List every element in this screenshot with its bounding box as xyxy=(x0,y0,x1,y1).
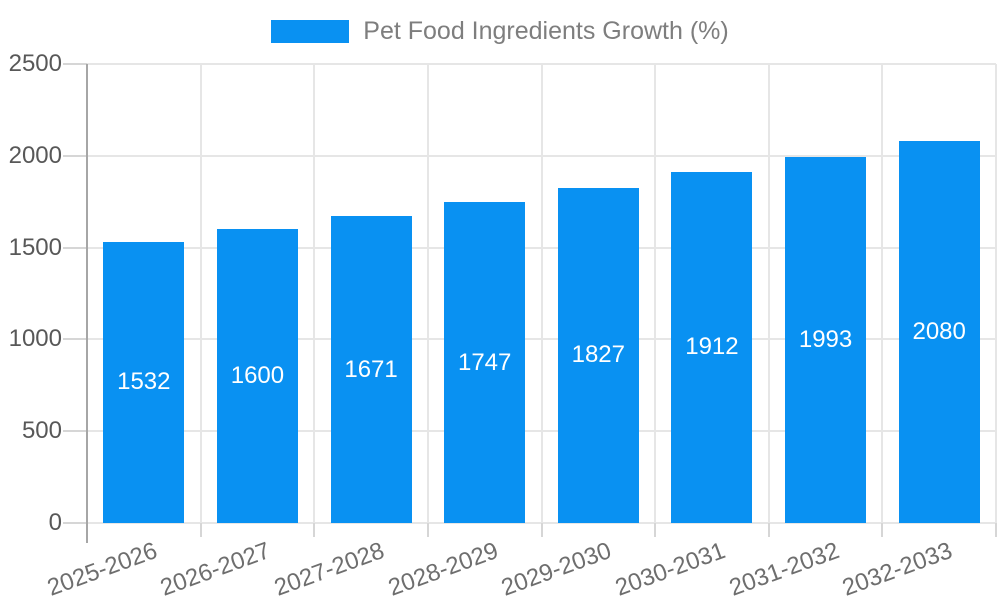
v-gridline xyxy=(767,64,770,523)
y-axis-label: 1000 xyxy=(8,325,62,353)
x-tick xyxy=(995,523,997,537)
v-gridline xyxy=(881,64,884,523)
y-axis-label: 1500 xyxy=(8,233,62,261)
bar: 1993 xyxy=(785,157,867,523)
x-tick xyxy=(767,523,770,537)
legend: Pet Food Ingredients Growth (%) xyxy=(0,17,1000,46)
x-tick xyxy=(881,523,884,537)
bar-value-label: 1827 xyxy=(571,341,625,369)
y-tick xyxy=(63,246,87,249)
bar: 1671 xyxy=(330,216,412,523)
bar-value-label: 2080 xyxy=(912,318,966,346)
v-gridline xyxy=(426,64,429,523)
x-tick xyxy=(540,523,543,537)
bar-value-label: 1993 xyxy=(798,326,853,354)
y-axis-label: 0 xyxy=(48,509,62,536)
bar-value-label: 1671 xyxy=(344,355,398,383)
v-gridline xyxy=(540,64,543,523)
x-tick xyxy=(654,523,657,537)
bar-value-label: 1912 xyxy=(685,333,739,361)
bar: 1747 xyxy=(444,202,526,523)
x-tick xyxy=(313,523,316,537)
legend-label: Pet Food Ingredients Growth (%) xyxy=(363,17,729,45)
y-tick xyxy=(63,63,87,65)
y-tick xyxy=(63,154,87,157)
v-gridline xyxy=(313,64,316,523)
y-axis-label: 500 xyxy=(21,417,62,445)
y-tick xyxy=(63,430,87,433)
x-tick xyxy=(426,523,429,537)
bar-value-label: 1600 xyxy=(230,362,285,390)
x-tick xyxy=(199,523,202,537)
y-axis-label: 2000 xyxy=(8,141,62,169)
bar: 1912 xyxy=(671,171,753,523)
bar: 2080 xyxy=(898,141,980,523)
plot-area: 1532 1600 1671 1747 1827 1912 1993 2080 xyxy=(63,63,997,543)
v-gridline xyxy=(995,64,997,523)
v-gridline xyxy=(654,64,657,523)
bar: 1827 xyxy=(557,187,639,523)
legend-swatch xyxy=(271,20,350,43)
y-tick xyxy=(63,338,87,341)
y-axis-label: 2500 xyxy=(8,50,62,77)
bar-value-label: 1747 xyxy=(457,348,512,376)
v-gridline xyxy=(199,64,202,523)
y-tick xyxy=(63,522,87,524)
bar: 1532 xyxy=(103,241,185,523)
y-axis-line xyxy=(86,64,88,543)
bar-value-label: 1532 xyxy=(117,368,171,396)
bar: 1600 xyxy=(216,229,298,523)
